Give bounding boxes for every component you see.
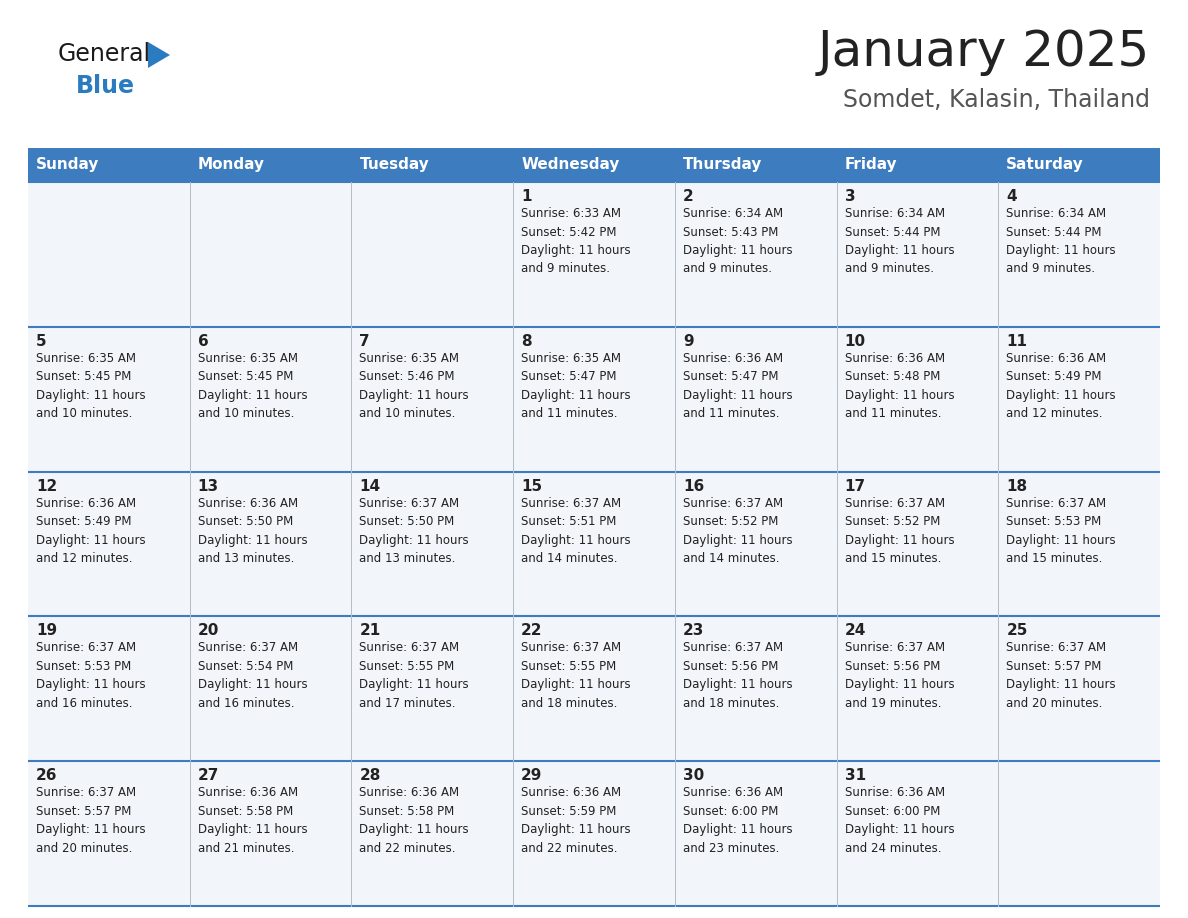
- Text: Sunrise: 6:37 AM
Sunset: 5:55 PM
Daylight: 11 hours
and 17 minutes.: Sunrise: 6:37 AM Sunset: 5:55 PM Dayligh…: [360, 642, 469, 710]
- Text: Sunrise: 6:33 AM
Sunset: 5:42 PM
Daylight: 11 hours
and 9 minutes.: Sunrise: 6:33 AM Sunset: 5:42 PM Dayligh…: [522, 207, 631, 275]
- Text: Sunrise: 6:37 AM
Sunset: 5:52 PM
Daylight: 11 hours
and 15 minutes.: Sunrise: 6:37 AM Sunset: 5:52 PM Dayligh…: [845, 497, 954, 565]
- Text: Sunrise: 6:35 AM
Sunset: 5:47 PM
Daylight: 11 hours
and 11 minutes.: Sunrise: 6:35 AM Sunset: 5:47 PM Dayligh…: [522, 352, 631, 420]
- Text: 13: 13: [197, 478, 219, 494]
- Text: Sunrise: 6:36 AM
Sunset: 5:58 PM
Daylight: 11 hours
and 21 minutes.: Sunrise: 6:36 AM Sunset: 5:58 PM Dayligh…: [197, 786, 308, 855]
- Text: 2: 2: [683, 189, 694, 204]
- Text: Sunrise: 6:35 AM
Sunset: 5:46 PM
Daylight: 11 hours
and 10 minutes.: Sunrise: 6:35 AM Sunset: 5:46 PM Dayligh…: [360, 352, 469, 420]
- Text: 21: 21: [360, 623, 380, 638]
- Bar: [998, 148, 1159, 182]
- Text: January 2025: January 2025: [817, 28, 1150, 76]
- Text: Tuesday: Tuesday: [360, 158, 429, 173]
- Text: 12: 12: [36, 478, 57, 494]
- Text: Sunrise: 6:36 AM
Sunset: 5:49 PM
Daylight: 11 hours
and 12 minutes.: Sunrise: 6:36 AM Sunset: 5:49 PM Dayligh…: [36, 497, 146, 565]
- Text: 18: 18: [1006, 478, 1028, 494]
- Text: 28: 28: [360, 768, 381, 783]
- Text: 7: 7: [360, 334, 369, 349]
- Text: 6: 6: [197, 334, 208, 349]
- Bar: [29, 472, 1159, 616]
- Bar: [190, 148, 352, 182]
- Bar: [352, 148, 513, 182]
- Text: 17: 17: [845, 478, 866, 494]
- Text: Sunrise: 6:36 AM
Sunset: 6:00 PM
Daylight: 11 hours
and 23 minutes.: Sunrise: 6:36 AM Sunset: 6:00 PM Dayligh…: [683, 786, 792, 855]
- Text: Sunrise: 6:37 AM
Sunset: 5:57 PM
Daylight: 11 hours
and 20 minutes.: Sunrise: 6:37 AM Sunset: 5:57 PM Dayligh…: [36, 786, 146, 855]
- Text: Blue: Blue: [76, 74, 135, 98]
- Text: 29: 29: [522, 768, 543, 783]
- Text: Friday: Friday: [845, 158, 897, 173]
- Text: 10: 10: [845, 334, 866, 349]
- Text: 15: 15: [522, 478, 542, 494]
- Text: Sunrise: 6:37 AM
Sunset: 5:51 PM
Daylight: 11 hours
and 14 minutes.: Sunrise: 6:37 AM Sunset: 5:51 PM Dayligh…: [522, 497, 631, 565]
- Text: Thursday: Thursday: [683, 158, 763, 173]
- Text: Sunrise: 6:37 AM
Sunset: 5:50 PM
Daylight: 11 hours
and 13 minutes.: Sunrise: 6:37 AM Sunset: 5:50 PM Dayligh…: [360, 497, 469, 565]
- Text: 25: 25: [1006, 623, 1028, 638]
- Text: 23: 23: [683, 623, 704, 638]
- Text: Sunrise: 6:36 AM
Sunset: 5:58 PM
Daylight: 11 hours
and 22 minutes.: Sunrise: 6:36 AM Sunset: 5:58 PM Dayligh…: [360, 786, 469, 855]
- Bar: [836, 148, 998, 182]
- Text: Sunrise: 6:34 AM
Sunset: 5:44 PM
Daylight: 11 hours
and 9 minutes.: Sunrise: 6:34 AM Sunset: 5:44 PM Dayligh…: [845, 207, 954, 275]
- Text: 5: 5: [36, 334, 46, 349]
- Bar: [675, 148, 836, 182]
- Bar: [29, 327, 1159, 472]
- Text: Saturday: Saturday: [1006, 158, 1083, 173]
- Text: 24: 24: [845, 623, 866, 638]
- Bar: [29, 148, 190, 182]
- Text: 8: 8: [522, 334, 532, 349]
- Text: 31: 31: [845, 768, 866, 783]
- Text: 9: 9: [683, 334, 694, 349]
- Text: General: General: [58, 42, 151, 66]
- Bar: [513, 148, 675, 182]
- Text: 3: 3: [845, 189, 855, 204]
- Text: Sunrise: 6:36 AM
Sunset: 5:47 PM
Daylight: 11 hours
and 11 minutes.: Sunrise: 6:36 AM Sunset: 5:47 PM Dayligh…: [683, 352, 792, 420]
- Text: 1: 1: [522, 189, 532, 204]
- Bar: [29, 182, 1159, 327]
- Text: 26: 26: [36, 768, 57, 783]
- Text: Sunrise: 6:37 AM
Sunset: 5:56 PM
Daylight: 11 hours
and 18 minutes.: Sunrise: 6:37 AM Sunset: 5:56 PM Dayligh…: [683, 642, 792, 710]
- Text: Sunrise: 6:36 AM
Sunset: 6:00 PM
Daylight: 11 hours
and 24 minutes.: Sunrise: 6:36 AM Sunset: 6:00 PM Dayligh…: [845, 786, 954, 855]
- Text: Monday: Monday: [197, 158, 265, 173]
- Bar: [29, 616, 1159, 761]
- Text: Sunrise: 6:36 AM
Sunset: 5:49 PM
Daylight: 11 hours
and 12 minutes.: Sunrise: 6:36 AM Sunset: 5:49 PM Dayligh…: [1006, 352, 1116, 420]
- Text: 27: 27: [197, 768, 219, 783]
- Text: 22: 22: [522, 623, 543, 638]
- Text: 20: 20: [197, 623, 219, 638]
- Text: Sunrise: 6:37 AM
Sunset: 5:53 PM
Daylight: 11 hours
and 16 minutes.: Sunrise: 6:37 AM Sunset: 5:53 PM Dayligh…: [36, 642, 146, 710]
- Text: 14: 14: [360, 478, 380, 494]
- Text: Sunrise: 6:37 AM
Sunset: 5:53 PM
Daylight: 11 hours
and 15 minutes.: Sunrise: 6:37 AM Sunset: 5:53 PM Dayligh…: [1006, 497, 1116, 565]
- Text: Sunrise: 6:36 AM
Sunset: 5:59 PM
Daylight: 11 hours
and 22 minutes.: Sunrise: 6:36 AM Sunset: 5:59 PM Dayligh…: [522, 786, 631, 855]
- Bar: [29, 761, 1159, 906]
- Text: 16: 16: [683, 478, 704, 494]
- Text: Sunrise: 6:37 AM
Sunset: 5:55 PM
Daylight: 11 hours
and 18 minutes.: Sunrise: 6:37 AM Sunset: 5:55 PM Dayligh…: [522, 642, 631, 710]
- Text: 11: 11: [1006, 334, 1028, 349]
- Text: Sunrise: 6:35 AM
Sunset: 5:45 PM
Daylight: 11 hours
and 10 minutes.: Sunrise: 6:35 AM Sunset: 5:45 PM Dayligh…: [36, 352, 146, 420]
- Text: Sunrise: 6:36 AM
Sunset: 5:50 PM
Daylight: 11 hours
and 13 minutes.: Sunrise: 6:36 AM Sunset: 5:50 PM Dayligh…: [197, 497, 308, 565]
- Text: Sunrise: 6:37 AM
Sunset: 5:52 PM
Daylight: 11 hours
and 14 minutes.: Sunrise: 6:37 AM Sunset: 5:52 PM Dayligh…: [683, 497, 792, 565]
- Text: 30: 30: [683, 768, 704, 783]
- Text: Wednesday: Wednesday: [522, 158, 619, 173]
- Text: Sunrise: 6:37 AM
Sunset: 5:56 PM
Daylight: 11 hours
and 19 minutes.: Sunrise: 6:37 AM Sunset: 5:56 PM Dayligh…: [845, 642, 954, 710]
- Text: Sunrise: 6:37 AM
Sunset: 5:57 PM
Daylight: 11 hours
and 20 minutes.: Sunrise: 6:37 AM Sunset: 5:57 PM Dayligh…: [1006, 642, 1116, 710]
- Text: 19: 19: [36, 623, 57, 638]
- Text: Sunrise: 6:34 AM
Sunset: 5:44 PM
Daylight: 11 hours
and 9 minutes.: Sunrise: 6:34 AM Sunset: 5:44 PM Dayligh…: [1006, 207, 1116, 275]
- Polygon shape: [148, 42, 170, 68]
- Text: 4: 4: [1006, 189, 1017, 204]
- Text: Sunrise: 6:37 AM
Sunset: 5:54 PM
Daylight: 11 hours
and 16 minutes.: Sunrise: 6:37 AM Sunset: 5:54 PM Dayligh…: [197, 642, 308, 710]
- Text: Sunday: Sunday: [36, 158, 100, 173]
- Text: Sunrise: 6:34 AM
Sunset: 5:43 PM
Daylight: 11 hours
and 9 minutes.: Sunrise: 6:34 AM Sunset: 5:43 PM Dayligh…: [683, 207, 792, 275]
- Text: Somdet, Kalasin, Thailand: Somdet, Kalasin, Thailand: [843, 88, 1150, 112]
- Text: Sunrise: 6:36 AM
Sunset: 5:48 PM
Daylight: 11 hours
and 11 minutes.: Sunrise: 6:36 AM Sunset: 5:48 PM Dayligh…: [845, 352, 954, 420]
- Text: Sunrise: 6:35 AM
Sunset: 5:45 PM
Daylight: 11 hours
and 10 minutes.: Sunrise: 6:35 AM Sunset: 5:45 PM Dayligh…: [197, 352, 308, 420]
